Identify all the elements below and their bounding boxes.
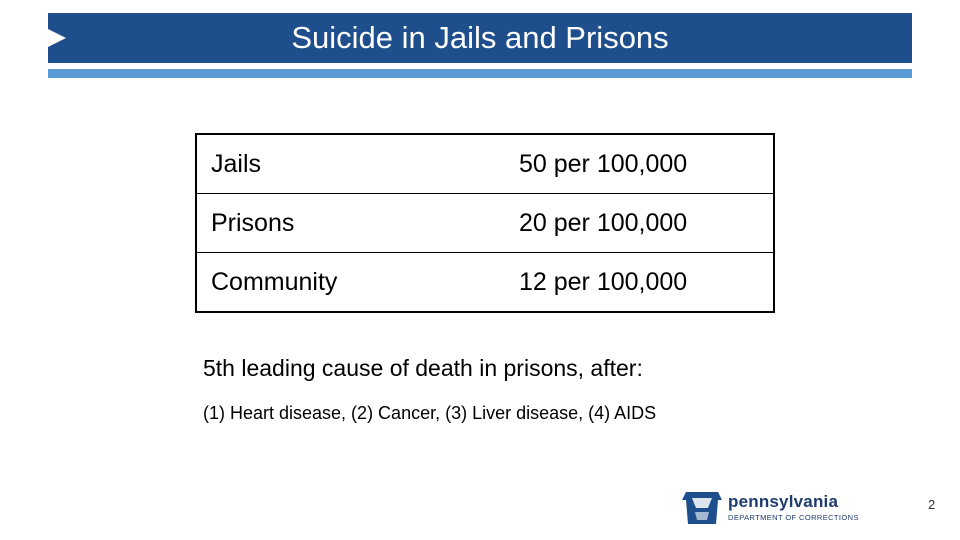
rate-value: 50 per 100,000 [505, 133, 774, 194]
table-row: Community 12 per 100,000 [196, 252, 774, 313]
keystone-icon [682, 492, 722, 524]
rate-label: Jails [196, 133, 505, 194]
rate-label: Prisons [196, 193, 505, 253]
title-arrow-icon [48, 29, 66, 47]
suicide-rate-table: Jails 50 per 100,000 Prisons 20 per 100,… [195, 133, 775, 313]
logo-department: DEPARTMENT OF CORRECTIONS [728, 513, 859, 522]
death-cause-note: 5th leading cause of death in prisons, a… [203, 355, 643, 381]
rate-label: Community [196, 252, 505, 313]
title-stripe [48, 69, 912, 78]
title-bar [48, 13, 912, 63]
slide-title: Suicide in Jails and Prisons [291, 20, 669, 55]
page-number: 2 [928, 497, 936, 512]
table-row: Jails 50 per 100,000 [196, 133, 774, 194]
rate-value: 20 per 100,000 [505, 193, 774, 253]
logo-name: pennsylvania [728, 492, 839, 511]
death-cause-list: (1) Heart disease, (2) Cancer, (3) Liver… [203, 403, 657, 423]
rate-value: 12 per 100,000 [505, 252, 774, 313]
table-row: Prisons 20 per 100,000 [196, 193, 774, 253]
pa-doc-logo: pennsylvania DEPARTMENT OF CORRECTIONS [680, 490, 880, 526]
